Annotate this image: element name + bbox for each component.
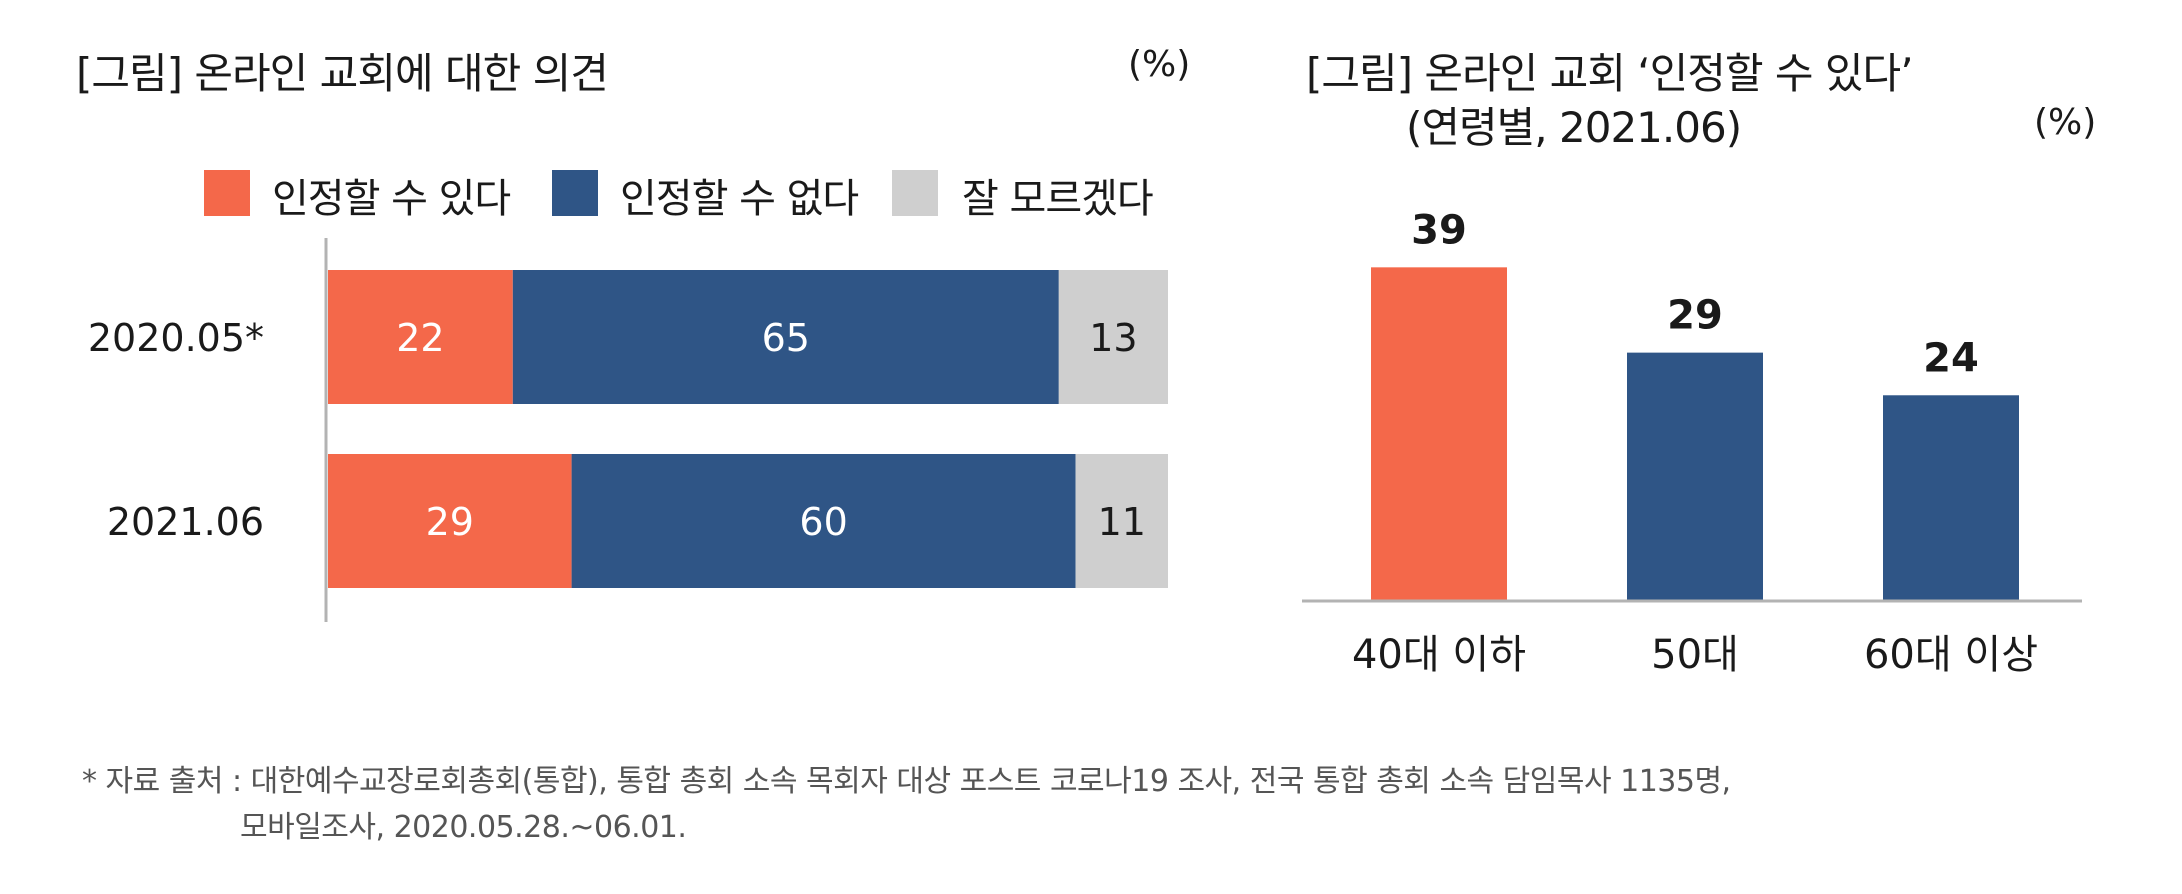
right-chart-unit: (%) [2034,102,2097,143]
bar-value-label-r2-s2: 60 [799,500,847,544]
legend-label-dont-know: 잘 모르겠다 [962,176,1154,222]
bar-segment-r1-s1 [328,270,513,404]
column-value-label-2: 29 [1667,293,1723,339]
column-value-label-3: 24 [1923,335,1979,381]
right-bar-chart: 39 29 24 [1302,207,2082,603]
bar-value-label-r1-s1: 22 [396,316,444,360]
bar-value-label-r2-s3: 11 [1098,500,1146,544]
legend-swatch-can-accept [204,170,250,216]
legend-label-cannot-accept: 인정할 수 없다 [620,176,859,222]
left-chart-title: [그림] 온라인 교회에 대한 의견 [76,49,609,98]
bar-segment-r1-s3 [1058,270,1168,404]
bar-segment-r2-s2 [571,454,1076,588]
right-chart-title-line1: [그림] 온라인 교회 ‘인정할 수 있다’ [1306,49,1914,98]
right-chart-title-line2: (연령별, 2021.06) [1406,103,1742,152]
legend-swatch-cannot-accept [552,170,598,216]
row-label-1: 2020.05* [88,316,264,360]
right-category-label-3: 60대 이상 [1863,632,2038,678]
right-category-label-1: 40대 이하 [1351,632,1526,678]
bar-value-label-r1-s3: 13 [1089,316,1137,360]
footnote-line1: * 자료 출처 : 대한예수교장로회총회(통합), 통합 총회 소속 목회자 대… [82,764,1731,799]
left-stacked-bar-chart: 2020.05* 22 65 13 2021.06 29 60 11 [88,238,1168,622]
right-category-label-2: 50대 [1651,632,1739,678]
legend-swatch-dont-know [892,170,938,216]
column-bar-2 [1627,352,1763,600]
bar-value-label-r1-s2: 65 [762,316,810,360]
column-bar-3 [1883,395,2019,600]
left-chart-unit: (%) [1128,44,1191,85]
column-value-label-1: 39 [1411,207,1467,253]
bar-segment-r1-s2 [512,270,1059,404]
bar-segment-r2-s3 [1075,454,1168,588]
legend-label-can-accept: 인정할 수 있다 [272,176,511,222]
row-label-2: 2021.06 [107,500,264,544]
bar-segment-r2-s1 [328,454,572,588]
footnote-line2: 모바일조사, 2020.05.28.~06.01. [240,810,687,845]
column-bar-1 [1371,267,1507,600]
bar-value-label-r2-s1: 29 [426,500,474,544]
